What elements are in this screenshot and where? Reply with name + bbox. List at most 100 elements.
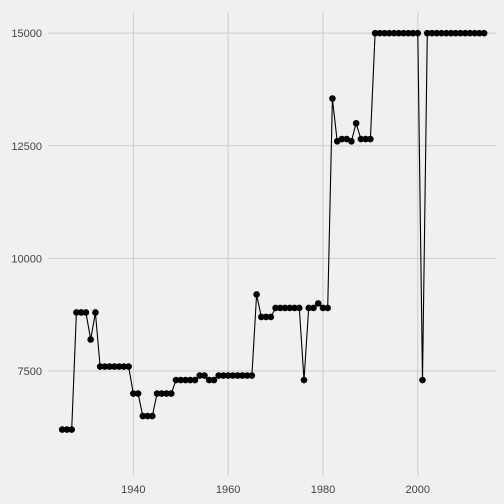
data-point	[433, 29, 441, 37]
data-point	[281, 304, 289, 312]
x-tick-label: 1960	[216, 484, 240, 496]
data-point	[376, 29, 384, 37]
data-point	[148, 412, 156, 420]
data-point	[68, 426, 76, 433]
data-point	[201, 372, 208, 379]
data-point	[177, 376, 185, 384]
data-point	[461, 29, 469, 37]
data-point	[196, 372, 204, 379]
data-point	[423, 29, 431, 37]
data-point	[362, 135, 369, 143]
x-tick-label: 2000	[406, 484, 430, 496]
data-point	[272, 304, 279, 312]
y-tick-label: 15000	[11, 28, 42, 40]
data-point	[186, 376, 194, 384]
y-tick-label: 7500	[18, 366, 42, 378]
data-point	[480, 29, 488, 37]
data-point	[220, 372, 227, 379]
data-point	[404, 29, 412, 37]
data-point	[224, 372, 232, 379]
data-point	[205, 376, 213, 384]
data-point	[130, 390, 137, 397]
data-point	[447, 29, 455, 37]
data-point	[92, 309, 99, 316]
data-point	[120, 363, 128, 370]
y-tick-label: 12500	[11, 141, 42, 153]
data-point	[253, 291, 260, 298]
data-point	[452, 29, 460, 37]
data-point	[419, 376, 426, 384]
data-point	[466, 29, 474, 37]
data-point	[338, 135, 346, 143]
data-point	[167, 390, 175, 397]
data-point	[329, 95, 336, 102]
data-point	[58, 426, 66, 433]
data-point	[286, 304, 294, 312]
data-point	[310, 304, 317, 312]
data-point	[96, 363, 104, 370]
data-point	[295, 304, 303, 312]
data-point	[172, 376, 180, 384]
data-point	[125, 363, 132, 370]
data-point	[111, 363, 118, 370]
data-point	[348, 137, 355, 145]
data-point	[191, 376, 199, 384]
data-point	[352, 119, 360, 127]
data-point	[82, 309, 90, 316]
data-point	[144, 412, 151, 420]
data-point	[262, 313, 270, 321]
data-point	[229, 372, 237, 379]
data-point	[409, 29, 417, 37]
data-point	[210, 376, 218, 384]
data-point	[305, 304, 313, 312]
data-point	[400, 29, 407, 37]
y-tick-labels: 7500 10000 12500 15000	[11, 28, 42, 378]
data-point	[73, 309, 80, 316]
data-point	[390, 29, 398, 37]
data-point	[106, 363, 113, 370]
data-point	[438, 29, 445, 37]
data-point	[324, 304, 332, 312]
data-points	[58, 29, 488, 433]
data-point	[267, 313, 275, 321]
data-point	[258, 313, 265, 321]
data-point	[77, 309, 85, 316]
data-point	[381, 29, 388, 37]
x-tick-label: 1980	[311, 484, 335, 496]
data-point	[457, 29, 464, 37]
data-point	[234, 372, 241, 379]
data-point	[248, 372, 256, 379]
data-point	[139, 412, 147, 420]
x-tick-labels: 1940 1960 1980 2000	[121, 484, 430, 496]
data-point	[319, 304, 327, 312]
y-tick-label: 10000	[11, 253, 42, 265]
data-point	[300, 376, 308, 384]
data-point	[314, 300, 322, 307]
data-point	[215, 372, 222, 379]
data-point	[163, 390, 170, 397]
data-point	[276, 304, 284, 312]
data-point	[428, 29, 436, 37]
data-point	[182, 376, 189, 384]
data-point	[243, 372, 251, 379]
data-point	[367, 135, 374, 143]
data-point	[239, 372, 246, 379]
data-point	[357, 135, 365, 143]
data-point	[442, 29, 450, 37]
data-point	[63, 426, 71, 433]
data-point	[115, 363, 123, 370]
data-point	[414, 29, 422, 37]
data-point	[386, 29, 393, 37]
data-point	[87, 336, 94, 343]
x-tick-label: 1940	[121, 484, 145, 496]
data-point	[371, 29, 379, 37]
data-point	[101, 363, 109, 370]
data-point	[134, 390, 142, 397]
data-point	[476, 29, 483, 37]
data-point	[153, 390, 161, 397]
data-point	[471, 29, 478, 37]
data-point	[158, 390, 166, 397]
x-gridlines	[132, 12, 419, 476]
